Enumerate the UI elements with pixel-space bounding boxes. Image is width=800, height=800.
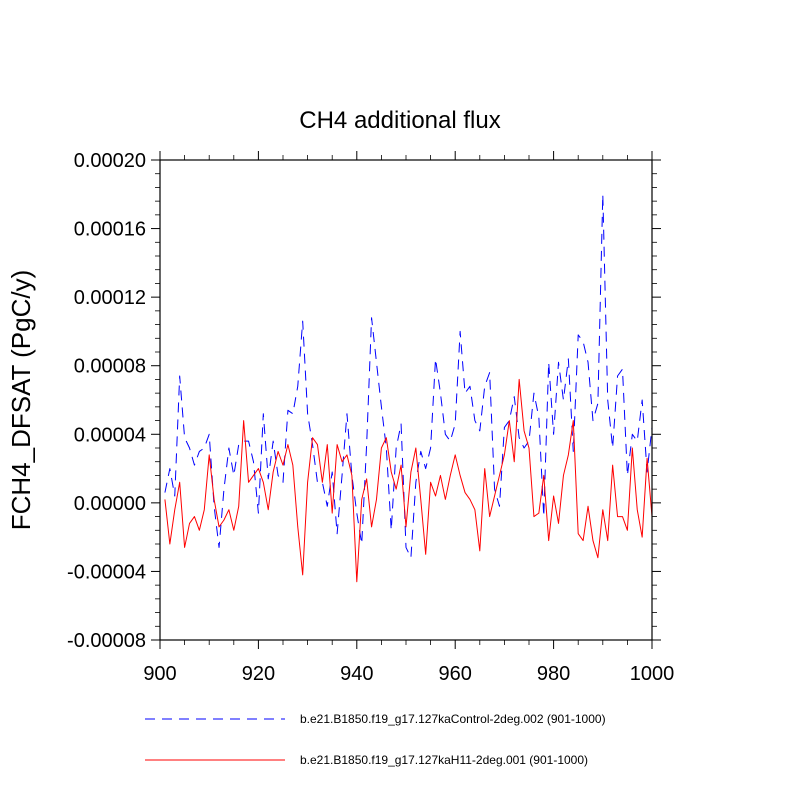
- legend-label: b.e21.B1850.f19_g17.127kaControl-2deg.00…: [300, 712, 606, 726]
- y-tick-label: -0.00008: [67, 630, 146, 652]
- x-axis: 900 920 940 960 980 1000: [143, 151, 674, 685]
- x-tick-label: 980: [537, 663, 570, 685]
- chart-title: CH4 additional flux: [299, 107, 500, 134]
- x-tick-label: 940: [340, 663, 373, 685]
- y-tick-label: 0.00000: [74, 493, 146, 515]
- x-tick-label: 960: [439, 663, 472, 685]
- x-tick-label: 1000: [630, 663, 675, 685]
- y-axis-label: FCH4_DFSAT (PgC/y): [6, 270, 36, 531]
- y-tick-label: 0.00020: [74, 150, 146, 172]
- x-tick-label: 920: [242, 663, 275, 685]
- y-tick-label: 0.00016: [74, 219, 146, 241]
- series-line-1: [164, 193, 653, 559]
- legend-label: b.e21.B1850.f19_g17.127kaH11-2deg.001 (9…: [300, 753, 588, 767]
- plot-series: [164, 193, 653, 583]
- plot-frame: [159, 159, 653, 641]
- y-axis: -0.00008 -0.00004 0.00000 0.00004 0.00008 0.0…: [67, 150, 661, 652]
- series-line-2: [164, 378, 653, 583]
- x-tick-label: 900: [143, 663, 176, 685]
- y-tick-label: -0.00004: [67, 561, 146, 583]
- y-tick-label: 0.00012: [74, 287, 146, 309]
- y-tick-label: 0.00004: [74, 424, 146, 446]
- legend: b.e21.B1850.f19_g17.127kaControl-2deg.00…: [145, 712, 606, 767]
- y-tick-label: 0.00008: [74, 356, 146, 378]
